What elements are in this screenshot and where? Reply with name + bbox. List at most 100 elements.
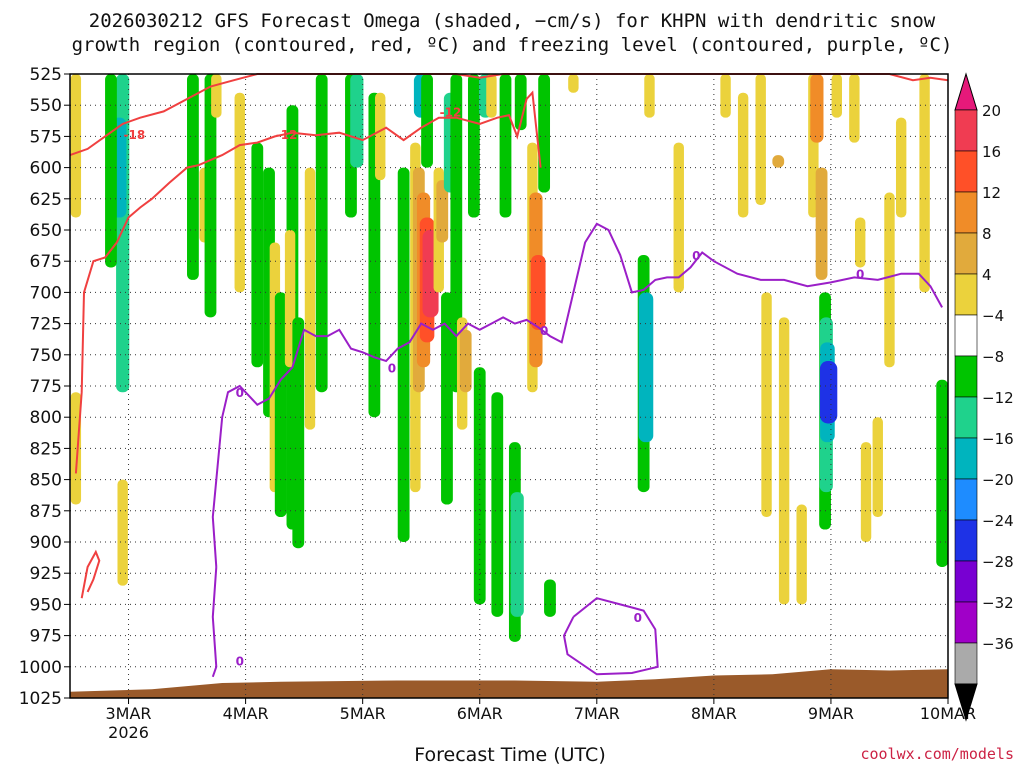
y-tick-label-1025: 1025: [19, 689, 62, 709]
omega-cell-46: [514, 74, 527, 131]
dgz-contour-small: [80, 549, 101, 599]
axes: 525 550 575 600 625 650 675 700 725 750 775 800 825 8…: [19, 65, 976, 742]
colorbar-swatch-9: [954, 478, 978, 521]
y-tick-label-950: 950: [30, 595, 62, 615]
omega-cell-73: [849, 74, 860, 143]
colorbar-label-1: 16: [982, 143, 1001, 161]
y-tick-label-725: 725: [30, 315, 62, 335]
omega-cell-60: [755, 74, 766, 206]
dgz-contour-lower: [74, 90, 542, 474]
omega-cell-40: [473, 367, 486, 605]
omega-shading: [70, 74, 949, 698]
ground-terrain: [70, 669, 948, 698]
omega-cell-63: [778, 317, 790, 605]
omega-cell-18: [304, 167, 316, 430]
colorbar-swatch-13: [954, 642, 978, 685]
colorbar-top-arrow: [954, 72, 978, 111]
colorbar-swatch-0: [954, 109, 978, 152]
omega-cell-24: [397, 167, 410, 542]
y-tick-label-825: 825: [30, 439, 62, 459]
omega-cell-75: [860, 442, 872, 542]
omega-cell-10: [234, 92, 245, 293]
omega-cell-56: [644, 74, 655, 118]
omega-cell-38: [459, 329, 472, 393]
dgz-contour-label-2: -12: [440, 105, 462, 119]
x-tick-sublabel-year: 2026: [108, 723, 149, 742]
freezing-level-label-0: 0: [236, 386, 244, 400]
colorbar-swatch-1: [954, 150, 978, 193]
y-tick-label-875: 875: [30, 502, 62, 522]
x-tick-label-6MAR: 6MAR: [457, 704, 503, 723]
colorbar-swatch-7: [954, 396, 978, 439]
omega-cell-57: [673, 142, 684, 293]
y-tick-label-700: 700: [30, 283, 62, 303]
credit-label: coolwx.com/models: [860, 745, 1014, 763]
dgz-contour-label-1: -12: [276, 128, 298, 142]
omega-cell-33: [436, 180, 449, 243]
y-tick-label-975: 975: [30, 627, 62, 647]
omega-cell-50: [538, 74, 551, 193]
omega-cell-39: [467, 74, 480, 218]
y-tick-label-925: 925: [30, 564, 62, 584]
x-tick-label-4MAR: 4MAR: [223, 704, 269, 723]
omega-cell-0: [70, 74, 82, 218]
omega-cell-14: [274, 292, 287, 518]
omega-cell-64: [796, 504, 807, 605]
colorbar: 20 16 12 8 4 −4 −8 −12 −16 −20 −24 −28 −32 −36: [954, 72, 1014, 722]
omega-cell-53: [568, 74, 579, 93]
colorbar-swatch-5: [954, 314, 978, 357]
omega-cell-4: [105, 74, 117, 268]
colorbar-label-5: −4: [982, 307, 1004, 325]
colorbar-swatch-6: [954, 355, 978, 398]
omega-cell-62: [772, 155, 785, 168]
y-tick-label-1000: 1000: [19, 658, 62, 678]
colorbar-label-9: −20: [982, 471, 1014, 489]
omega-cell-31: [421, 74, 433, 168]
colorbar-label-8: −16: [982, 430, 1014, 448]
omega-cell-43: [499, 74, 512, 218]
colorbar-swatch-4: [954, 273, 978, 316]
freezing-level-contour-low: [211, 566, 218, 678]
x-tick-label-8MAR: 8MAR: [691, 704, 737, 723]
colorbar-swatch-2: [954, 191, 978, 234]
colorbar-bottom-arrow: [954, 683, 978, 722]
omega-cell-76: [872, 417, 883, 518]
y-tick-label-800: 800: [30, 408, 62, 428]
omega-cell-79: [919, 74, 930, 293]
colorbar-label-10: −24: [982, 512, 1014, 530]
omega-cell-51: [544, 579, 556, 617]
omega-cell-19: [315, 74, 328, 393]
omega-cell-58: [720, 74, 731, 118]
omega-cell-78: [895, 117, 907, 218]
x-tick-label-9MAR: 9MAR: [808, 704, 854, 723]
colorbar-label-3: 8: [982, 225, 992, 243]
omega-cell-66: [810, 74, 824, 143]
omega-cell-72: [831, 74, 842, 118]
x-tick-label-3MAR: 3MAR: [106, 704, 152, 723]
y-tick-label-625: 625: [30, 190, 62, 210]
y-tick-label-550: 550: [30, 96, 62, 116]
y-tick-label-575: 575: [30, 127, 62, 147]
x-tick-label-5MAR: 5MAR: [340, 704, 386, 723]
colorbar-swatch-8: [954, 437, 978, 480]
colorbar-label-6: −8: [982, 348, 1004, 366]
freezing-level-label-6: 0: [634, 611, 642, 625]
omega-cell-49: [530, 254, 546, 330]
y-tick-label-650: 650: [30, 221, 62, 241]
colorbar-label-7: −12: [982, 389, 1014, 407]
chart-title-line2: growth region (contoured, red, ºC) and f…: [71, 34, 953, 56]
omega-cell-42: [491, 392, 504, 617]
omega-cell-5: [117, 479, 128, 586]
colorbar-label-4: 4: [982, 266, 992, 284]
omega-cell-61: [761, 292, 772, 518]
freezing-level-label-4: 0: [856, 268, 864, 282]
omega-cell-55: [638, 292, 654, 443]
y-tick-label-675: 675: [30, 252, 62, 272]
omega-cell-52: [486, 74, 497, 118]
y-tick-label-775: 775: [30, 377, 62, 397]
omega-cell-21: [350, 74, 364, 168]
colorbar-swatch-10: [954, 519, 978, 562]
y-tick-label-600: 600: [30, 159, 62, 179]
colorbar-swatch-3: [954, 232, 978, 275]
